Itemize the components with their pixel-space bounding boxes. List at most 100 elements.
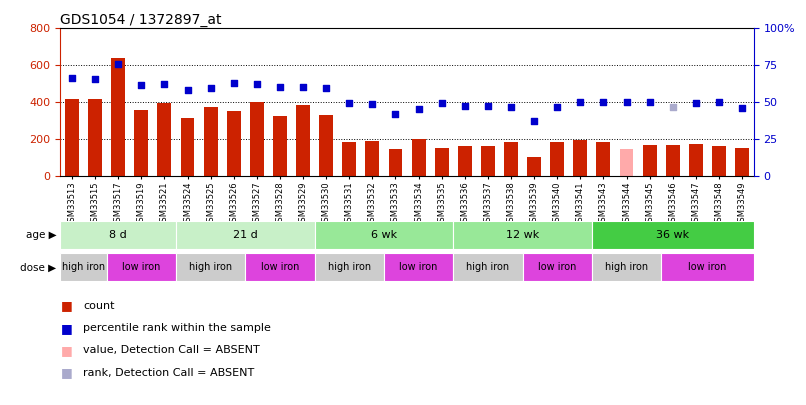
Point xyxy=(505,104,517,110)
Point xyxy=(643,99,656,105)
Bar xyxy=(176,221,314,249)
Text: 12 wk: 12 wk xyxy=(506,230,539,240)
Bar xyxy=(434,149,449,176)
Bar xyxy=(319,115,333,176)
Point xyxy=(273,84,286,91)
Point xyxy=(574,99,587,105)
Bar xyxy=(666,145,679,176)
Point xyxy=(620,99,633,105)
Point xyxy=(459,103,472,109)
Point xyxy=(227,80,240,86)
Bar xyxy=(620,149,634,176)
Text: dose ▶: dose ▶ xyxy=(20,262,56,272)
Bar xyxy=(226,111,241,176)
Point xyxy=(204,85,217,92)
Bar xyxy=(596,142,610,176)
Bar xyxy=(689,144,703,176)
Bar xyxy=(592,221,754,249)
Text: high iron: high iron xyxy=(605,262,648,272)
Point xyxy=(550,104,563,110)
Bar xyxy=(504,142,518,176)
Point xyxy=(89,76,102,82)
Text: 36 wk: 36 wk xyxy=(656,230,689,240)
Bar xyxy=(522,253,592,281)
Bar xyxy=(343,142,356,176)
Text: 8 d: 8 d xyxy=(110,230,127,240)
Point xyxy=(112,61,125,68)
Bar xyxy=(176,253,245,281)
Text: ■: ■ xyxy=(60,299,73,312)
Point xyxy=(528,117,541,124)
Point xyxy=(158,81,171,87)
Text: ■: ■ xyxy=(60,344,73,357)
Bar xyxy=(157,103,172,176)
Bar xyxy=(642,145,657,176)
Text: ■: ■ xyxy=(60,322,73,335)
Bar xyxy=(412,139,426,176)
Bar xyxy=(453,221,592,249)
Bar xyxy=(65,98,79,176)
Point xyxy=(389,111,402,117)
Bar xyxy=(314,221,453,249)
Bar xyxy=(111,58,125,176)
Point xyxy=(435,100,448,107)
Bar xyxy=(550,142,564,176)
Bar xyxy=(314,253,384,281)
Bar xyxy=(481,146,495,176)
Point xyxy=(181,87,194,94)
Point xyxy=(713,99,725,105)
Text: count: count xyxy=(83,301,114,311)
Bar xyxy=(273,116,287,176)
Point xyxy=(412,105,425,112)
Point xyxy=(320,85,333,92)
Text: rank, Detection Call = ABSENT: rank, Detection Call = ABSENT xyxy=(83,368,254,377)
Text: 21 d: 21 d xyxy=(233,230,258,240)
Point xyxy=(65,75,78,81)
Bar xyxy=(661,253,754,281)
Bar xyxy=(245,253,314,281)
Text: percentile rank within the sample: percentile rank within the sample xyxy=(83,323,271,333)
Text: value, Detection Call = ABSENT: value, Detection Call = ABSENT xyxy=(83,345,260,355)
Bar xyxy=(88,98,102,176)
Bar xyxy=(60,253,106,281)
Bar xyxy=(592,253,661,281)
Text: low iron: low iron xyxy=(261,262,299,272)
Point xyxy=(251,81,264,87)
Point xyxy=(689,100,702,107)
Bar xyxy=(712,146,726,176)
Bar xyxy=(296,105,310,176)
Bar xyxy=(60,221,176,249)
Text: high iron: high iron xyxy=(189,262,232,272)
Bar xyxy=(735,147,749,176)
Bar xyxy=(135,110,148,176)
Point xyxy=(297,84,310,91)
Bar xyxy=(384,253,453,281)
Point xyxy=(135,81,147,88)
Bar xyxy=(388,149,402,176)
Text: low iron: low iron xyxy=(538,262,576,272)
Bar xyxy=(106,253,176,281)
Point xyxy=(667,104,679,110)
Text: high iron: high iron xyxy=(467,262,509,272)
Bar xyxy=(453,253,522,281)
Bar xyxy=(250,102,264,176)
Point xyxy=(366,101,379,107)
Bar xyxy=(204,107,218,176)
Text: GDS1054 / 1372897_at: GDS1054 / 1372897_at xyxy=(60,13,222,27)
Point xyxy=(481,103,494,109)
Text: age ▶: age ▶ xyxy=(26,230,56,240)
Bar xyxy=(181,118,194,176)
Point xyxy=(736,104,749,111)
Text: 6 wk: 6 wk xyxy=(371,230,397,240)
Bar xyxy=(365,141,380,176)
Text: low iron: low iron xyxy=(688,262,726,272)
Bar xyxy=(527,157,541,176)
Text: low iron: low iron xyxy=(400,262,438,272)
Text: low iron: low iron xyxy=(123,262,160,272)
Text: high iron: high iron xyxy=(328,262,371,272)
Bar xyxy=(458,146,472,176)
Point xyxy=(597,99,610,105)
Point xyxy=(343,100,355,107)
Text: ■: ■ xyxy=(60,366,73,379)
Bar xyxy=(573,140,588,176)
